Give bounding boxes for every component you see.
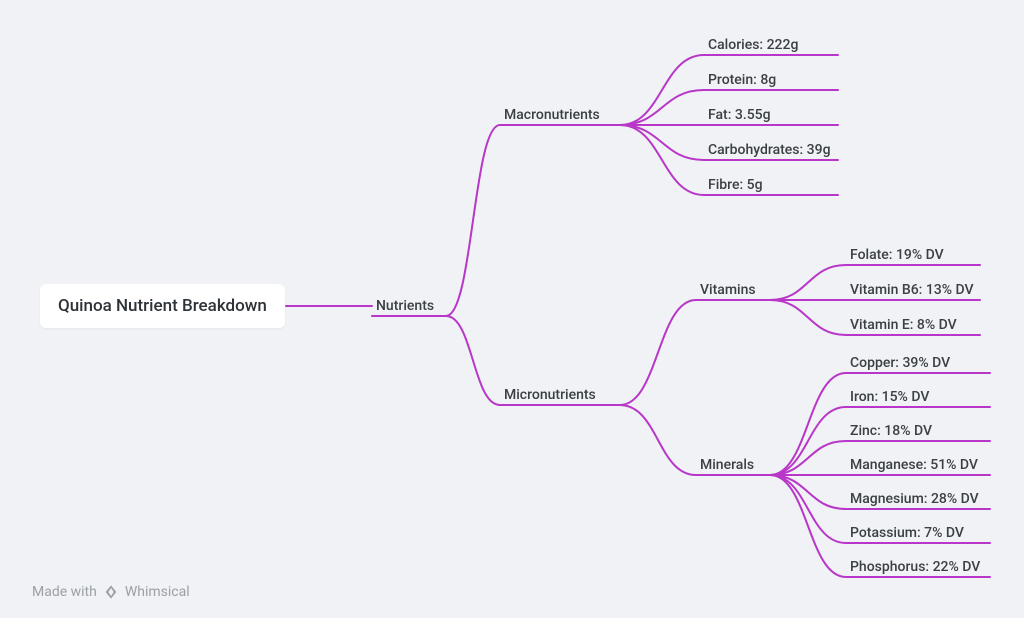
leaf-mineral-2: Zinc: 18% DV xyxy=(850,423,932,439)
leaf-mineral-1: Iron: 15% DV xyxy=(850,389,929,405)
leaf-mineral-6: Phosphorus: 22% DV xyxy=(850,559,980,575)
leaf-mineral-0: Copper: 39% DV xyxy=(850,355,950,371)
leaf-macro-1: Protein: 8g xyxy=(708,72,776,88)
node-macronutrients: Macronutrients xyxy=(504,107,600,123)
footer-prefix: Made with xyxy=(32,584,97,600)
leaf-vitamin-2: Vitamin E: 8% DV xyxy=(850,317,957,333)
leaf-macro-2: Fat: 3.55g xyxy=(708,107,771,123)
leaf-vitamin-1: Vitamin B6: 13% DV xyxy=(850,282,974,298)
node-minerals: Minerals xyxy=(700,457,754,473)
footer-brand: Whimsical xyxy=(125,584,190,600)
node-nutrients: Nutrients xyxy=(376,298,434,314)
node-micronutrients: Micronutrients xyxy=(504,387,596,403)
whimsical-icon xyxy=(103,584,119,600)
leaf-macro-4: Fibre: 5g xyxy=(708,177,763,193)
leaf-macro-0: Calories: 222g xyxy=(708,37,798,53)
footer-attribution: Made with Whimsical xyxy=(32,584,190,600)
leaf-mineral-5: Potassium: 7% DV xyxy=(850,525,964,541)
node-vitamins: Vitamins xyxy=(700,282,756,298)
leaf-macro-3: Carbohydrates: 39g xyxy=(708,142,831,158)
leaf-mineral-4: Magnesium: 28% DV xyxy=(850,491,979,507)
leaf-mineral-3: Manganese: 51% DV xyxy=(850,457,978,473)
leaf-vitamin-0: Folate: 19% DV xyxy=(850,247,944,263)
root-node: Quinoa Nutrient Breakdown xyxy=(40,284,285,328)
